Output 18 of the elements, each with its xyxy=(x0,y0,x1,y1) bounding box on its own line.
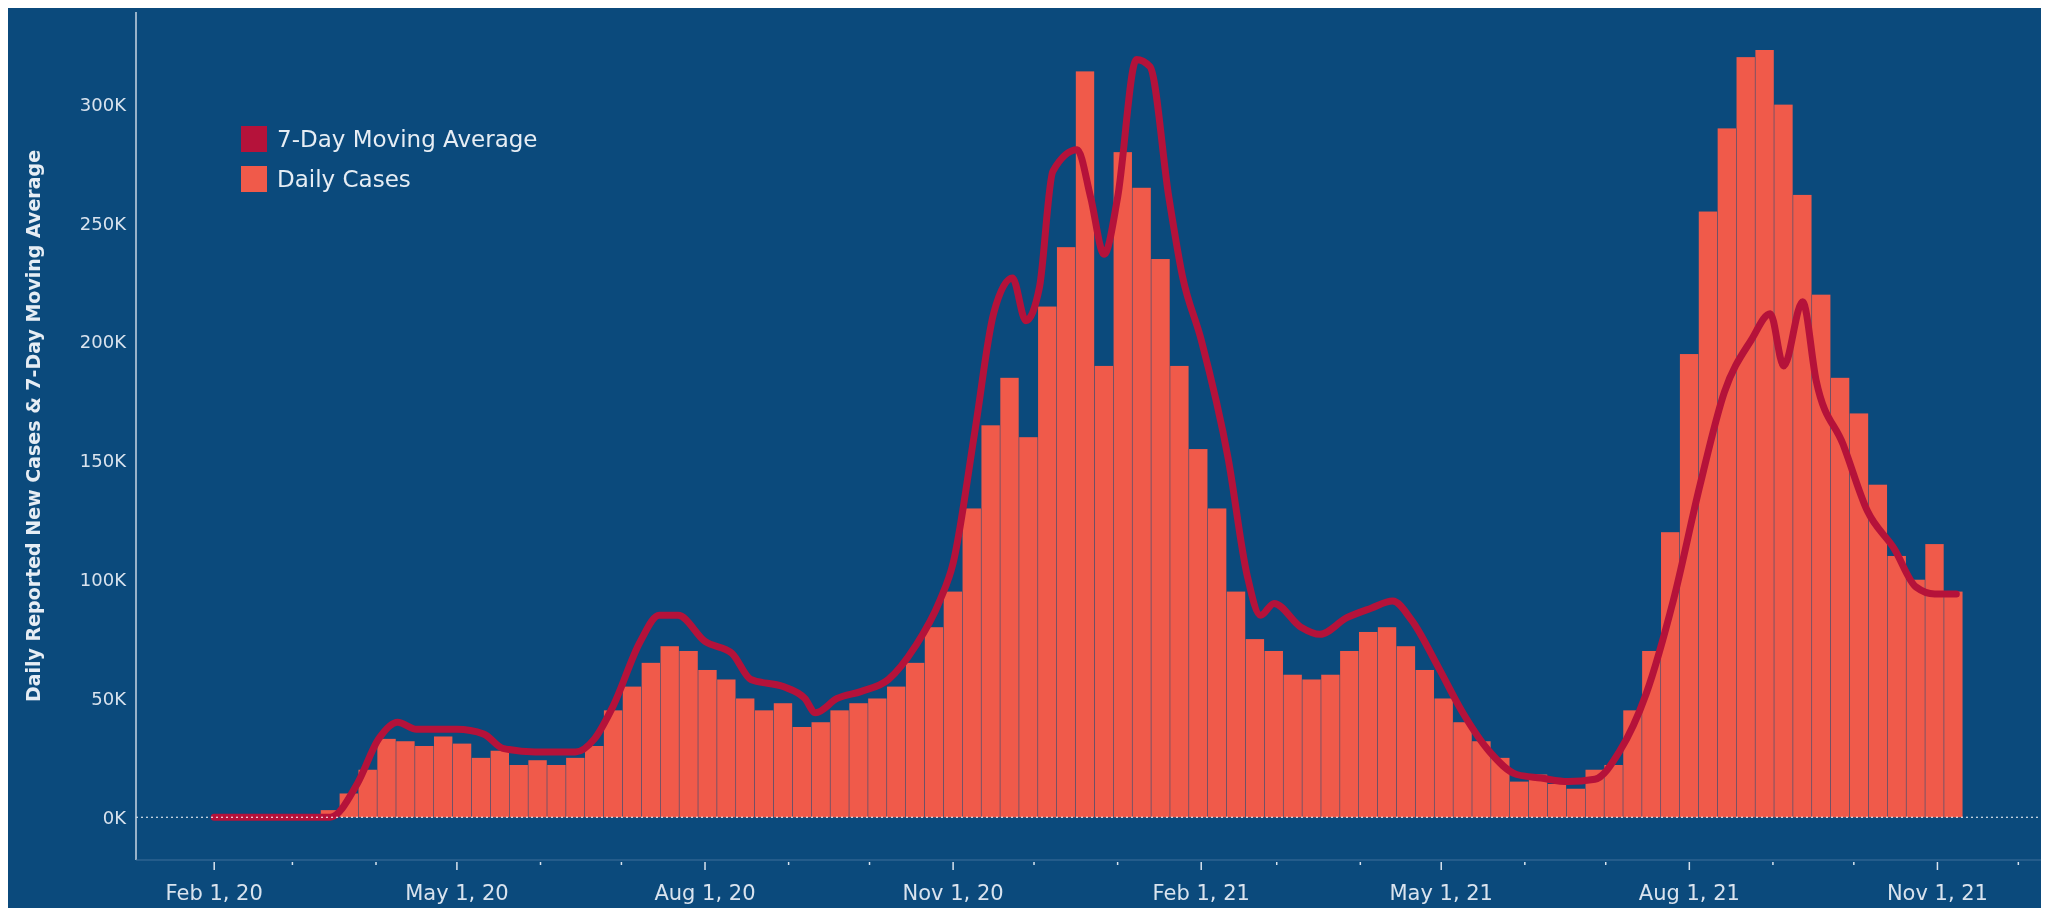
y-axis-title: Daily Reported New Cases & 7-Day Moving Average xyxy=(22,149,44,703)
x-tick-label: Feb 1, 21 xyxy=(1152,881,1250,905)
y-tick-label: 100K xyxy=(79,569,128,591)
legend-label: 7-Day Moving Average xyxy=(277,126,538,153)
y-tick-label: 300K xyxy=(79,93,128,115)
y-tick-label: 0K xyxy=(102,806,128,828)
x-tick-label: May 1, 20 xyxy=(405,881,509,905)
y-tick-label: 250K xyxy=(79,212,128,234)
x-tick-label: Aug 1, 21 xyxy=(1638,881,1740,905)
x-tick-label: Nov 1, 21 xyxy=(1886,881,1988,905)
x-tick-label: Feb 1, 20 xyxy=(165,881,263,905)
y-tick-label: 200K xyxy=(79,331,128,353)
x-tick-label: Aug 1, 20 xyxy=(654,881,756,905)
x-tick-label: Nov 1, 20 xyxy=(902,881,1004,905)
y-tick-label: 50K xyxy=(91,687,128,709)
legend-label: Daily Cases xyxy=(277,166,411,193)
y-tick-label: 150K xyxy=(79,450,128,472)
x-tick-label: May 1, 21 xyxy=(1389,881,1493,905)
